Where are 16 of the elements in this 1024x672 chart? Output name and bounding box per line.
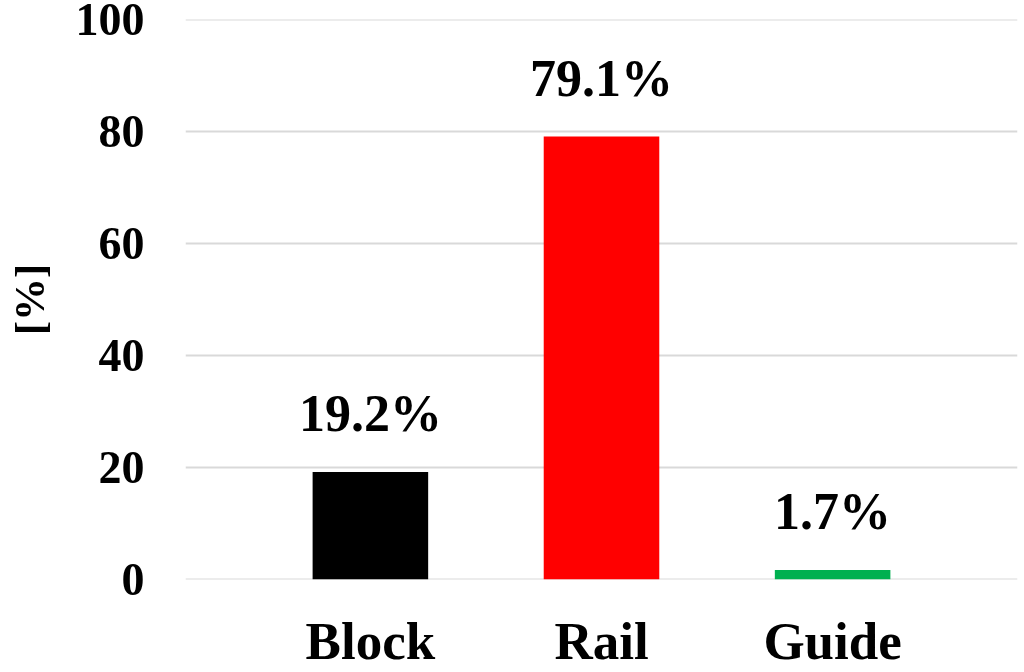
bar — [312, 471, 429, 580]
y-tick-label: 40 — [98, 330, 145, 381]
y-tick-label: 0 — [121, 554, 145, 605]
data-label: 79.1% — [530, 49, 673, 107]
x-tick-label: Block — [305, 611, 436, 670]
y-tick-label: 100 — [75, 0, 145, 45]
x-tick-label: Rail — [554, 611, 649, 670]
bar — [774, 569, 891, 580]
bar — [543, 136, 660, 580]
data-label: 1.7% — [774, 482, 892, 540]
data-label: 19.2% — [298, 384, 442, 442]
y-tick-label: 80 — [98, 106, 145, 157]
x-tick-label: Guide — [763, 611, 902, 670]
y-tick-label: 20 — [98, 442, 145, 493]
y-tick-label: 60 — [98, 218, 145, 269]
y-axis-title: [%] — [5, 263, 53, 336]
